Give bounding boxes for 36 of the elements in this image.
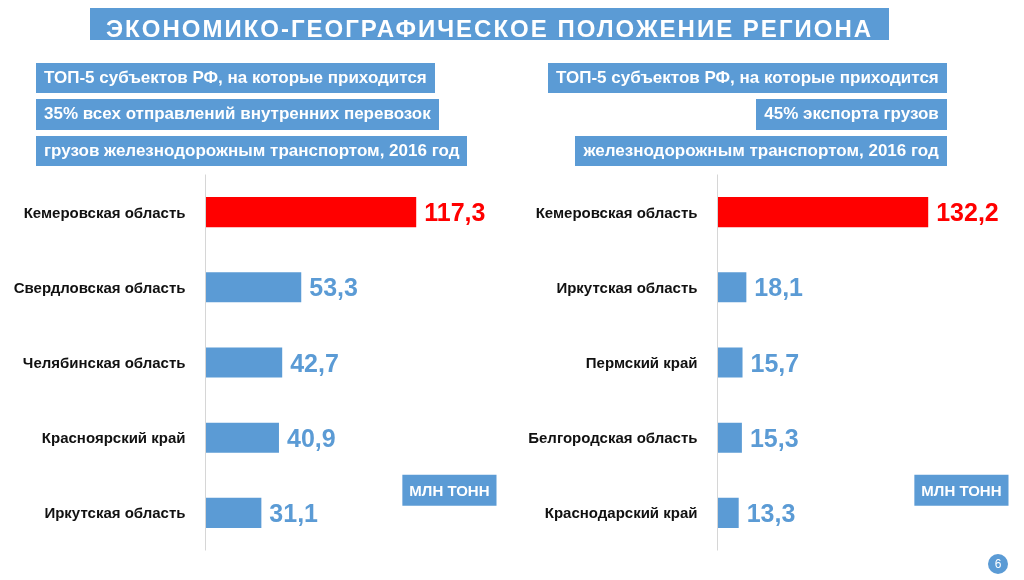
y-tick-label: Краснодарский край (544, 504, 698, 522)
bar (205, 197, 417, 228)
y-tick-label: Кемеровская область (23, 203, 186, 221)
bar (717, 347, 743, 378)
bar (717, 422, 742, 453)
chart-subtitle: ТОП-5 субъектов РФ, на которые приходится 45% экспорта грузов железнодорожным транспортом, 2016 год (555, 67, 940, 162)
bar (717, 272, 747, 303)
data-label: 42,7 (290, 348, 339, 377)
y-tick-label: Белгородская область (528, 429, 698, 447)
data-label: 15,3 (749, 423, 799, 452)
y-tick-label: Кемеровская область (535, 203, 698, 221)
bar (205, 422, 279, 453)
bar (717, 197, 929, 228)
data-label: 18,1 (754, 273, 804, 302)
y-tick-label: Пермский край (585, 354, 698, 371)
data-label: 31,1 (269, 498, 319, 527)
bar (205, 347, 283, 378)
y-tick-label: Иркутская область (44, 504, 186, 522)
bar (717, 497, 739, 528)
bar (205, 272, 302, 303)
x-axis-title: МЛН ТОНН (409, 481, 490, 499)
data-label: 132,2 (936, 198, 999, 227)
data-label: 53,3 (309, 273, 358, 302)
y-tick-label: Челябинская область (22, 354, 186, 371)
data-label: 13,3 (746, 498, 796, 527)
chart-subtitle: ТОП-5 субъектов РФ, на которые приходится 35% всех отправлений внутренних перевозок грузов железнодорожным транспортом, 2016 год (43, 67, 461, 162)
y-tick-label: Красноярский край (41, 429, 186, 447)
text: 6 (988, 554, 1008, 574)
data-label: 117,3 (424, 198, 486, 227)
data-label: 40,9 (286, 423, 336, 452)
text: ЭКОНОМИКО-ГЕОГРАФИЧЕСКОЕ ПОЛОЖЕНИЕ РЕГИОНА (106, 15, 874, 42)
x-axis-title: МЛН ТОНН (921, 481, 1002, 499)
bar (205, 497, 262, 528)
data-label: 15,7 (750, 348, 800, 377)
y-tick-label: Иркутская область (556, 278, 698, 296)
y-tick-label: Свердловская область (13, 278, 186, 296)
